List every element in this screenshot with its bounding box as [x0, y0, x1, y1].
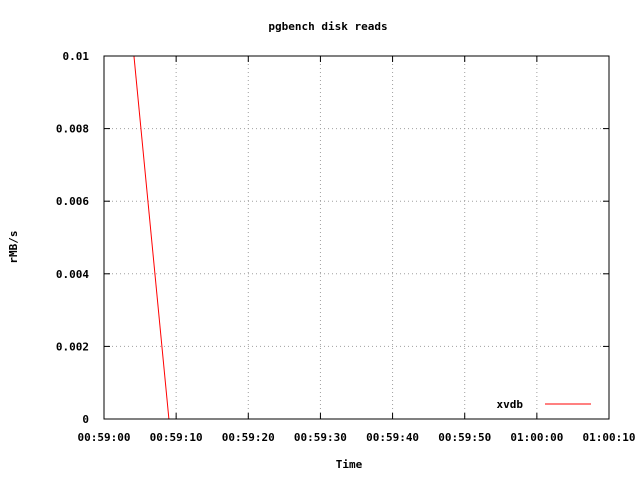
x-tick-label: 01:00:00	[510, 431, 563, 444]
y-tick-label: 0.002	[56, 340, 89, 353]
y-axis: 0 0.002 0.004 0.006 0.008 0.01	[56, 50, 609, 426]
y-axis-label: rMB/s	[7, 230, 20, 263]
x-axis: 00:59:00 00:59:10 00:59:20 00:59:30 00:59:40…	[78, 56, 636, 444]
x-tick-label: 00:59:20	[222, 431, 275, 444]
y-tick-label: 0.008	[56, 123, 89, 136]
chart-title: pgbench disk reads	[268, 20, 387, 33]
plot-frame	[103, 55, 610, 420]
legend-label: xvdb	[497, 398, 524, 411]
y-tick-label: 0.01	[63, 50, 90, 63]
series-line-xvdb	[133, 56, 170, 419]
y-tick-label: 0	[82, 413, 89, 426]
series-layer	[133, 56, 170, 419]
x-axis-label: Time	[336, 458, 363, 471]
legend: xvdb	[497, 398, 591, 411]
x-tick-label: 01:00:10	[583, 431, 636, 444]
x-tick-label: 00:59:40	[366, 431, 419, 444]
x-tick-label: 00:59:30	[294, 431, 347, 444]
grid	[104, 56, 609, 419]
x-tick-label: 00:59:50	[438, 431, 491, 444]
y-tick-label: 0.006	[56, 195, 89, 208]
x-tick-label: 00:59:10	[150, 431, 203, 444]
x-tick-label: 00:59:00	[78, 431, 131, 444]
y-tick-label: 0.004	[56, 268, 89, 281]
